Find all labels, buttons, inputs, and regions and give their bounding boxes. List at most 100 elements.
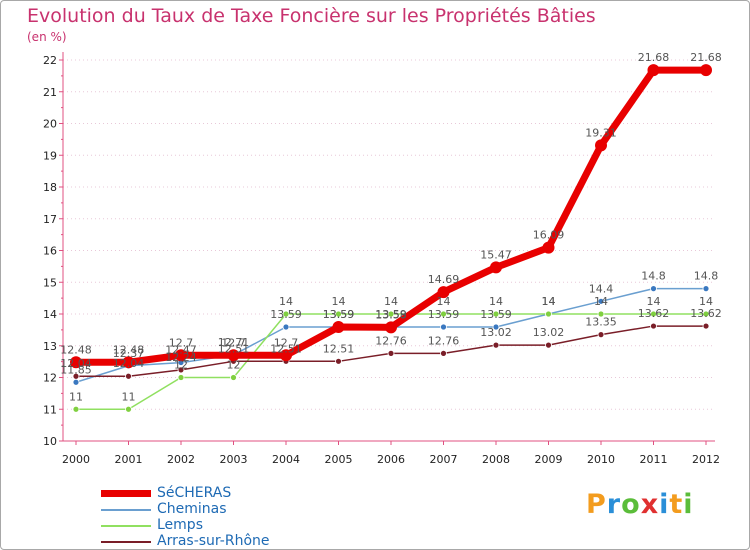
data-label: 12.51 <box>270 342 302 355</box>
y-tick-label: 11 <box>43 403 57 416</box>
data-label: 12.48 <box>113 343 145 356</box>
data-label: 13.62 <box>638 307 670 320</box>
data-label: 12.47 <box>165 344 197 357</box>
data-point <box>702 310 710 318</box>
data-label: 12.76 <box>428 334 460 347</box>
data-label: 12.7 <box>274 336 299 349</box>
x-tick-label: 2000 <box>62 453 90 466</box>
data-label: 21.68 <box>638 51 670 64</box>
data-label: 21.68 <box>690 51 722 64</box>
x-tick-label: 2004 <box>272 453 300 466</box>
data-label: 12 <box>174 359 188 372</box>
data-label: 13.02 <box>533 326 565 339</box>
y-tick-label: 10 <box>43 435 57 448</box>
data-point <box>647 64 660 77</box>
data-point <box>72 372 80 380</box>
data-label: 14 <box>699 295 713 308</box>
data-point <box>227 349 240 362</box>
x-tick-label: 2001 <box>115 453 143 466</box>
data-label: 12 <box>227 359 241 372</box>
x-tick-label: 2008 <box>482 453 510 466</box>
data-point <box>440 323 447 331</box>
data-point <box>332 321 345 334</box>
data-point <box>545 310 552 318</box>
data-point <box>125 405 132 413</box>
logo-letter: i <box>683 489 694 520</box>
data-label: 12.04 <box>113 357 145 370</box>
data-point <box>490 261 502 274</box>
legend-swatch <box>101 541 151 543</box>
y-tick-label: 22 <box>43 54 57 67</box>
data-point <box>125 372 132 380</box>
data-point <box>700 64 712 77</box>
data-label: 12.04 <box>60 357 92 370</box>
data-label: 14.4 <box>589 282 614 295</box>
legend-swatch <box>101 509 151 511</box>
data-label: 13.59 <box>428 308 460 321</box>
x-tick-label: 2011 <box>640 453 668 466</box>
data-point <box>335 357 342 365</box>
data-point <box>72 378 80 386</box>
data-point <box>542 241 555 254</box>
y-tick-label: 17 <box>43 213 57 226</box>
y-tick-label: 12 <box>43 372 57 385</box>
legend-swatch <box>101 490 151 497</box>
data-label: 13.02 <box>480 326 512 339</box>
data-point <box>175 349 187 362</box>
data-label: 15.47 <box>480 248 512 261</box>
data-label: 11 <box>122 390 136 403</box>
data-point <box>177 366 185 374</box>
data-label: 13.59 <box>323 308 355 321</box>
data-label: 14.69 <box>428 273 460 286</box>
data-label: 12.51 <box>218 342 250 355</box>
data-label: 14 <box>437 295 451 308</box>
data-point <box>440 310 447 318</box>
y-tick-label: 18 <box>43 181 57 194</box>
data-point <box>597 310 605 318</box>
x-tick-label: 2005 <box>325 453 353 466</box>
legend-label: Cheminas <box>157 501 227 517</box>
y-tick-label: 14 <box>43 308 57 321</box>
data-point <box>702 285 710 293</box>
data-label: 13.59 <box>323 308 355 321</box>
data-point <box>230 374 237 381</box>
x-tick-label: 2010 <box>587 453 615 466</box>
y-tick-label: 15 <box>43 276 57 289</box>
data-label: 12.7 <box>169 336 194 349</box>
data-point <box>492 323 500 331</box>
logo-letter: t <box>669 489 684 520</box>
legend-label: Lemps <box>157 517 203 533</box>
x-tick-label: 2007 <box>430 453 458 466</box>
y-tick-label: 13 <box>43 340 57 353</box>
data-point <box>387 310 395 318</box>
y-tick-label: 19 <box>43 149 57 162</box>
data-point <box>122 356 135 369</box>
data-label: 11 <box>69 390 83 403</box>
logo-letter: r <box>606 489 622 520</box>
x-tick-label: 2012 <box>692 453 720 466</box>
data-point <box>72 405 80 413</box>
data-label: 12.48 <box>60 343 92 356</box>
legend-swatch <box>101 525 151 527</box>
logo-letter: i <box>659 489 670 520</box>
data-point <box>437 286 450 299</box>
legend-item: Arras-sur-Rhône <box>101 533 321 549</box>
chart-title: Evolution du Taux de Taxe Foncière sur l… <box>27 5 596 27</box>
data-label: 14 <box>647 295 661 308</box>
legend-item: Cheminas <box>101 501 321 517</box>
data-label: 14.8 <box>694 270 719 283</box>
data-label: 13.58 <box>375 308 407 321</box>
data-label: 13.35 <box>585 316 617 329</box>
y-tick-label: 21 <box>43 86 57 99</box>
data-point <box>280 349 292 362</box>
logo-letter: P <box>586 489 607 520</box>
data-label: 13.62 <box>690 307 722 320</box>
data-label: 13.59 <box>480 308 512 321</box>
data-label: 12.7 <box>221 336 246 349</box>
data-point <box>492 341 500 349</box>
x-tick-label: 2003 <box>220 453 248 466</box>
data-point <box>595 139 607 152</box>
legend-label: SéCHERAS <box>157 485 232 501</box>
